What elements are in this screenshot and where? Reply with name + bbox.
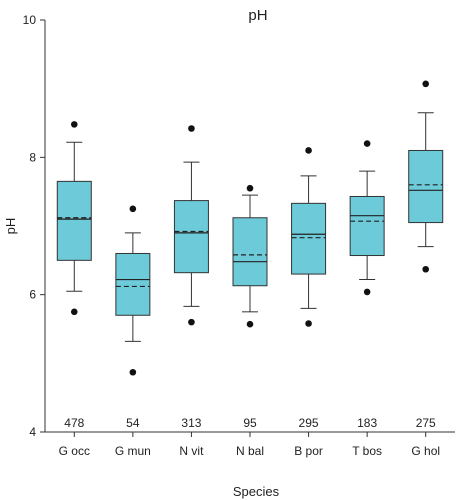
outlier-point [363,140,371,147]
x-tick-label: B por [294,444,323,458]
outlier-point [422,265,430,273]
x-tick-label: G occ [59,444,90,458]
outlier-point [70,121,78,128]
iqr-box [232,217,268,287]
outlier-point [129,368,137,376]
y-tick-label: 6 [29,288,36,302]
outlier-point [246,184,254,192]
x-tick-label: T bos [352,444,382,458]
outlier-point [305,147,312,154]
x-tick-label: G mun [115,444,151,458]
iqr-box [56,180,92,261]
y-tick-label: 10 [23,13,37,27]
outlier-point [305,320,312,327]
chart-title: pH [248,7,267,24]
box-b-por: 295 [291,147,327,430]
box-t-bos: 183 [349,140,385,430]
sample-count-label: 275 [416,416,436,430]
sample-count-label: 95 [243,416,257,430]
box-n-bal: 95 [232,184,268,430]
sample-count-label: 183 [357,416,377,430]
iqr-box [173,200,209,274]
sample-count-label: 313 [181,416,201,430]
iqr-box [115,252,151,316]
iqr-box [349,195,385,257]
iqr-box [291,202,327,275]
box-n-vit: 313 [173,125,209,430]
box-g-hol: 275 [408,80,444,430]
axes-group: 4 6 8 10 G occ G mun N vit N bal B por T bos G hol [23,13,455,458]
box-g-mun: 54 [115,205,151,430]
x-tick-label: G hol [411,444,440,458]
outlier-point [188,318,195,326]
y-tick-label: 4 [29,425,36,439]
sample-count-label: 478 [64,416,84,430]
box-g-occ: 478 [56,121,92,430]
sample-count-label: 54 [126,416,140,430]
x-tick-label: N bal [236,444,264,458]
outlier-point [246,320,254,328]
outlier-point [129,205,137,213]
outlier-point [422,80,430,88]
x-tick-label: N vit [179,444,204,458]
boxes-group: 478 54 313 95 295 183 275 [56,80,444,430]
x-axis-label: Species [233,484,280,499]
y-tick-label: 8 [29,150,36,164]
y-axis-label: pH [3,218,18,235]
outlier-point [70,308,78,316]
outlier-point [188,125,195,132]
outlier-point [363,288,371,296]
sample-count-label: 295 [299,416,319,430]
iqr-box [408,149,444,224]
